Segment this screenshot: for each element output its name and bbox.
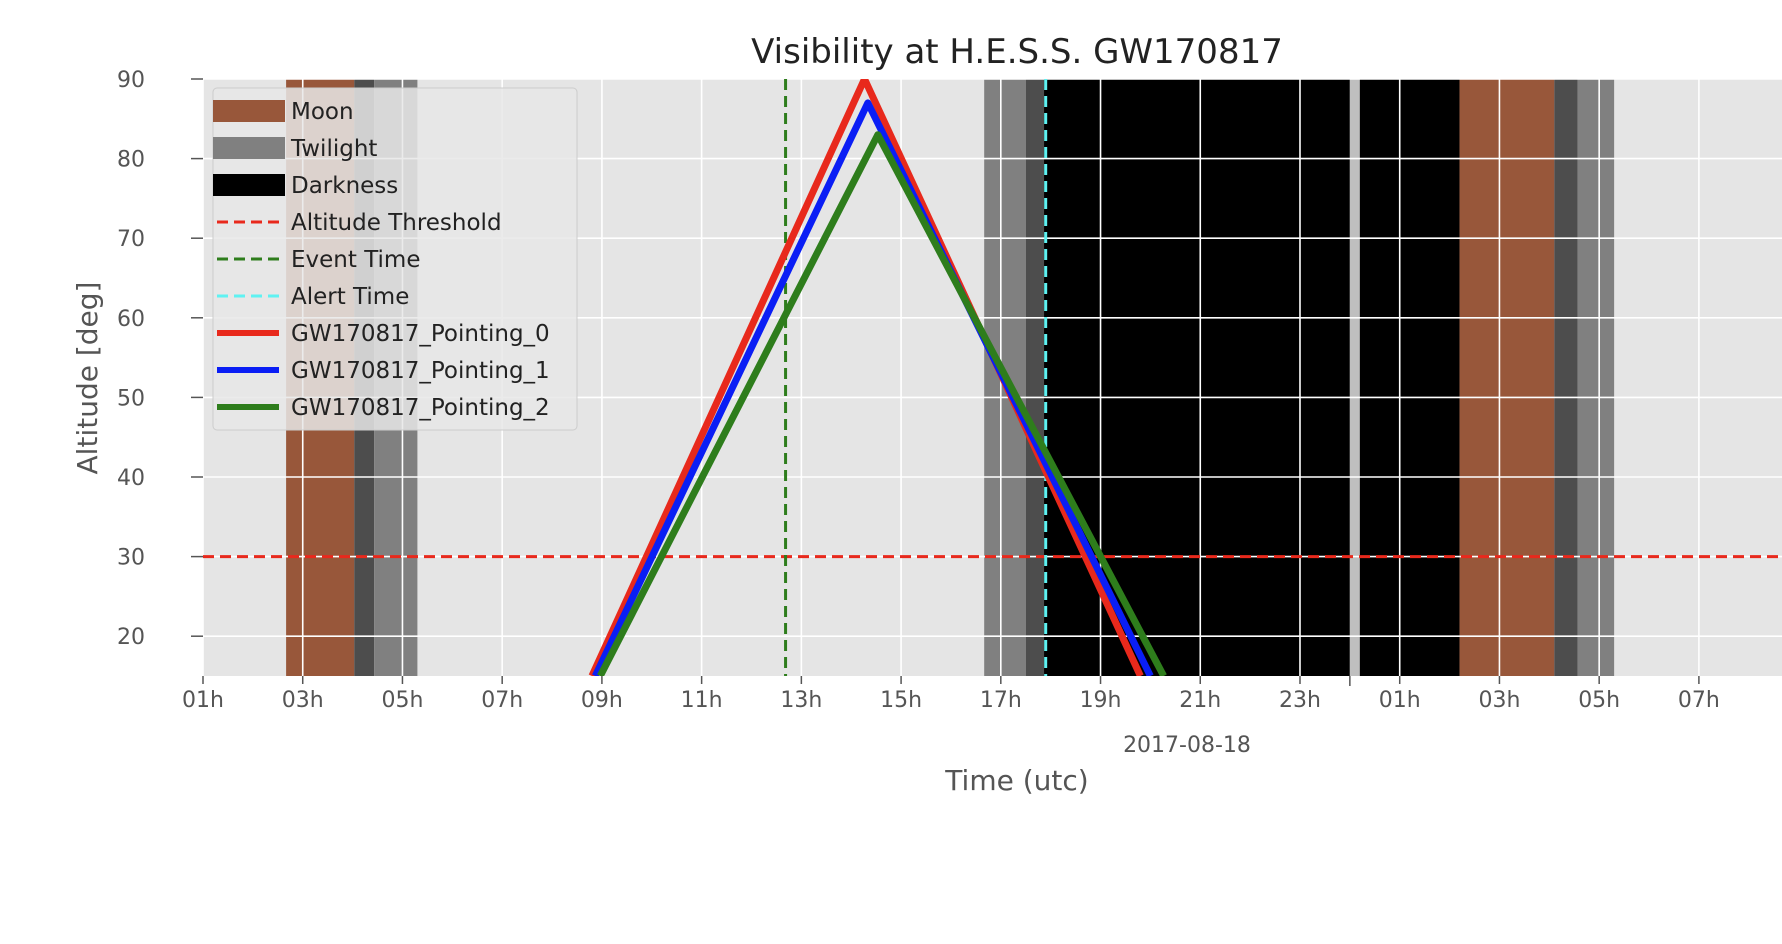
legend-label-8: GW170817_Pointing_2: [291, 395, 550, 421]
x-tick-label-2: 05h: [381, 688, 423, 713]
y-tick-label-1: 30: [117, 546, 145, 571]
x-tick-label-5: 11h: [681, 688, 723, 713]
y-axis-label: Altitude [deg]: [71, 282, 104, 475]
x-tick-label-13: 03h: [1478, 688, 1520, 713]
x-tick-label-4: 09h: [581, 688, 623, 713]
band-twilight-dark-9: [1554, 79, 1578, 676]
series-line-2: [597, 131, 1167, 676]
band-darkness-7: [1359, 79, 1460, 676]
band-darkness-5: [1044, 79, 1350, 676]
legend-label-6: GW170817_Pointing_0: [291, 321, 550, 347]
band-moon-8: [1459, 79, 1555, 676]
legend-label-5: Alert Time: [291, 284, 409, 310]
x-tick-label-7: 15h: [880, 688, 922, 713]
y-tick-label-4: 60: [117, 307, 145, 332]
y-axis: 20 30 40 50 60 70 80 90: [117, 68, 203, 650]
legend-label-2: Darkness: [291, 173, 398, 199]
legend-label-0: Moon: [291, 99, 354, 125]
x-tick-label-0: 01h: [182, 688, 224, 713]
legend-item-6: GW170817_Pointing_0: [217, 321, 550, 347]
band-twilight-10: [1577, 79, 1615, 676]
y-tick-label-7: 90: [117, 68, 145, 93]
x-tick-label-8: 17h: [980, 688, 1022, 713]
legend-label-4: Event Time: [291, 247, 421, 273]
x-tick-label-10: 21h: [1179, 688, 1221, 713]
x-axis-label: Time (utc): [944, 764, 1088, 797]
legend-swatch-0: [213, 100, 285, 122]
y-tick-label-2: 40: [117, 466, 145, 491]
legend-label-7: GW170817_Pointing_1: [291, 358, 550, 384]
x-tick-label-3: 07h: [481, 688, 523, 713]
legend-item-2: Darkness: [213, 173, 398, 199]
x-tick-label-15: 07h: [1678, 688, 1720, 713]
legend-label-1: Twilight: [290, 136, 377, 162]
legend-item-5: Alert Time: [217, 284, 409, 310]
legend-item-4: Event Time: [217, 247, 421, 273]
legend-swatch-1: [213, 137, 285, 159]
legend-item-1: Twilight: [213, 136, 377, 162]
x-axis: 01h 03h 05h 07h 09h 11h 13h 15h 17h 19h 21h 23h 01h 0…: [182, 676, 1720, 713]
legend-swatch-2: [213, 174, 285, 196]
x-tick-label-6: 13h: [780, 688, 822, 713]
band-gap-6: [1349, 79, 1360, 676]
series-line-1: [592, 99, 1154, 676]
band-twilight-dark-4: [1025, 79, 1045, 676]
chart-title: Visibility at H.E.S.S. GW170817: [751, 32, 1283, 72]
x-tick-label-14: 05h: [1578, 688, 1620, 713]
y-tick-label-6: 80: [117, 148, 145, 173]
y-tick-label-3: 50: [117, 386, 145, 411]
x-tick-label-11: 23h: [1279, 688, 1321, 713]
legend-item-0: Moon: [213, 99, 354, 125]
y-tick-label-0: 20: [117, 625, 145, 650]
legend-item-8: GW170817_Pointing_2: [217, 395, 550, 421]
x-tick-label-9: 19h: [1080, 688, 1122, 713]
x-axis-date-label: 2017-08-18: [1123, 733, 1251, 758]
legend-item-3: Altitude Threshold: [217, 210, 502, 236]
legend: Moon Twilight Darkness Altitude Threshold Ev…: [212, 87, 578, 431]
legend-label-3: Altitude Threshold: [291, 210, 502, 236]
legend-item-7: GW170817_Pointing_1: [217, 358, 550, 384]
legend-box: [212, 87, 578, 431]
x-tick-label-1: 03h: [282, 688, 324, 713]
y-tick-label-5: 70: [117, 227, 145, 252]
x-tick-label-12: 01h: [1379, 688, 1421, 713]
